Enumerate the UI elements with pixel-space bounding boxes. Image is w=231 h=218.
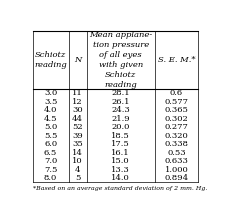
Text: 17.5: 17.5 (111, 140, 130, 148)
Text: 3.5: 3.5 (44, 98, 57, 106)
Text: N: N (73, 56, 81, 64)
Text: 26.1: 26.1 (111, 98, 129, 106)
Text: 6.5: 6.5 (44, 149, 57, 157)
Text: 13.3: 13.3 (111, 165, 130, 174)
Text: *Based on an average standard deviation of 2 mm. Hg.: *Based on an average standard deviation … (32, 186, 206, 191)
Text: 5.5: 5.5 (44, 132, 57, 140)
Text: 24.3: 24.3 (111, 106, 130, 114)
Text: Mean applane-
tion pressure
of all eyes
with given
Schiotz
reading: Mean applane- tion pressure of all eyes … (89, 31, 152, 89)
Text: 0.277: 0.277 (164, 123, 188, 131)
Text: 5: 5 (75, 174, 80, 182)
Text: 44: 44 (72, 115, 83, 123)
Text: 0.302: 0.302 (164, 115, 188, 123)
Text: 0.633: 0.633 (164, 157, 188, 165)
Text: S. E. M.*: S. E. M.* (157, 56, 195, 64)
Text: 0.6: 0.6 (169, 89, 182, 97)
Text: Schiotz
reading: Schiotz reading (34, 51, 67, 69)
Text: 14: 14 (72, 149, 83, 157)
Text: 1.000: 1.000 (164, 165, 188, 174)
Text: 15.0: 15.0 (111, 157, 129, 165)
Text: 16.1: 16.1 (111, 149, 129, 157)
Text: 0.338: 0.338 (164, 140, 188, 148)
Text: 0.365: 0.365 (164, 106, 188, 114)
Text: 7.0: 7.0 (44, 157, 57, 165)
Text: 8.0: 8.0 (44, 174, 57, 182)
Text: 0.320: 0.320 (164, 132, 188, 140)
Text: 4.5: 4.5 (44, 115, 57, 123)
Text: 0.894: 0.894 (164, 174, 188, 182)
Text: 5.0: 5.0 (44, 123, 57, 131)
Text: 18.5: 18.5 (111, 132, 130, 140)
Text: 21.9: 21.9 (111, 115, 129, 123)
Text: 10: 10 (72, 157, 82, 165)
Text: 4.0: 4.0 (44, 106, 57, 114)
Text: 28.1: 28.1 (111, 89, 129, 97)
Text: 3.0: 3.0 (44, 89, 57, 97)
Text: 6.0: 6.0 (44, 140, 57, 148)
Text: 0.53: 0.53 (166, 149, 185, 157)
Text: 35: 35 (72, 140, 82, 148)
Text: 12: 12 (72, 98, 82, 106)
Text: 4: 4 (74, 165, 80, 174)
Text: 14.0: 14.0 (111, 174, 130, 182)
Text: 11: 11 (72, 89, 82, 97)
Text: 30: 30 (72, 106, 82, 114)
Text: 39: 39 (72, 132, 82, 140)
Text: 52: 52 (72, 123, 82, 131)
Text: 0.577: 0.577 (164, 98, 188, 106)
Text: 20.0: 20.0 (111, 123, 129, 131)
Text: 7.5: 7.5 (44, 165, 57, 174)
